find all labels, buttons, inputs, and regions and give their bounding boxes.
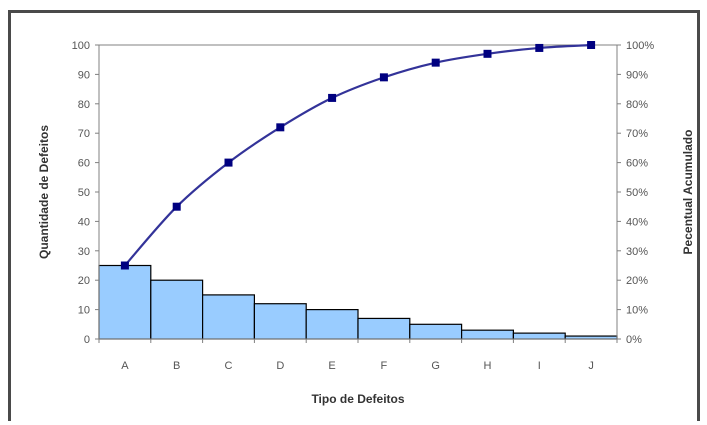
bar-A: [98, 264, 152, 340]
y-tick-label: 70: [78, 128, 90, 140]
cumulative-point-I: [535, 43, 544, 52]
cumulative-point-F: [379, 73, 388, 82]
x-tick-label-C: C: [225, 360, 233, 372]
cumulative-point-C: [224, 158, 233, 167]
tick-labels-group: 0 10 20 30 40 50 60 70 80 90 100 0% 10% 20% 30% 40% 50% 6…: [72, 40, 655, 372]
y-tick-label: 100: [72, 40, 90, 52]
y-tick-label: 50: [78, 187, 90, 199]
y2-tick-label: 40%: [626, 216, 648, 228]
cumulative-point-G: [431, 58, 440, 67]
axes-group: [95, 44, 621, 343]
y-axis-title: Quantidade de Defeitos: [37, 125, 51, 259]
x-tick-label-I: I: [538, 360, 541, 372]
x-axis-title: Tipo de Defeitos: [311, 392, 404, 406]
y-tick-label: 0: [84, 334, 90, 346]
bar-B: [150, 279, 204, 340]
y2-tick-label: 80%: [626, 99, 648, 111]
y-tick-label: 40: [78, 216, 90, 228]
bar-G: [409, 323, 463, 340]
y2-tick-label: 20%: [626, 275, 648, 287]
cumulative-point-J: [587, 41, 596, 49]
y2-tick-label: 10%: [626, 305, 648, 317]
cumulative-line-group: [120, 41, 596, 270]
x-tick-label-H: H: [484, 360, 492, 372]
y2-tick-label: 50%: [626, 187, 648, 199]
y-tick-label: 20: [78, 275, 90, 287]
cumulative-point-D: [276, 123, 285, 132]
bar-D: [253, 303, 307, 340]
cumulative-point-A: [120, 261, 129, 270]
bar-F: [357, 317, 411, 340]
y2-tick-label: 100%: [626, 40, 654, 52]
y2-tick-label: 30%: [626, 246, 648, 258]
x-tick-label-J: J: [588, 360, 594, 372]
y2-tick-label: 70%: [626, 128, 648, 140]
y2-tick-label: 90%: [626, 69, 648, 81]
cumulative-point-E: [328, 93, 337, 102]
cumulative-point-H: [483, 49, 492, 58]
y-tick-label: 60: [78, 158, 90, 170]
x-tick-label-G: G: [431, 360, 440, 372]
bar-E: [305, 309, 359, 340]
x-tick-label-A: A: [121, 360, 129, 372]
bars-group: [98, 264, 618, 340]
x-tick-label-B: B: [173, 360, 180, 372]
bar-H: [461, 329, 515, 340]
y-tick-label: 80: [78, 99, 90, 111]
chart-frame: [8, 10, 700, 421]
x-tick-label-F: F: [381, 360, 388, 372]
y-tick-label: 10: [78, 305, 90, 317]
y-tick-label: 90: [78, 69, 90, 81]
y2-axis-title: Pecentual Acumulado: [681, 130, 695, 255]
y2-tick-label: 0%: [626, 334, 642, 346]
x-tick-label-D: D: [276, 360, 284, 372]
cumulative-line: [124, 43, 592, 267]
y-tick-label: 30: [78, 246, 90, 258]
cumulative-point-B: [172, 202, 181, 211]
bar-C: [202, 294, 256, 340]
x-tick-label-E: E: [328, 360, 335, 372]
bar-I: [512, 332, 566, 340]
y2-tick-label: 60%: [626, 158, 648, 170]
